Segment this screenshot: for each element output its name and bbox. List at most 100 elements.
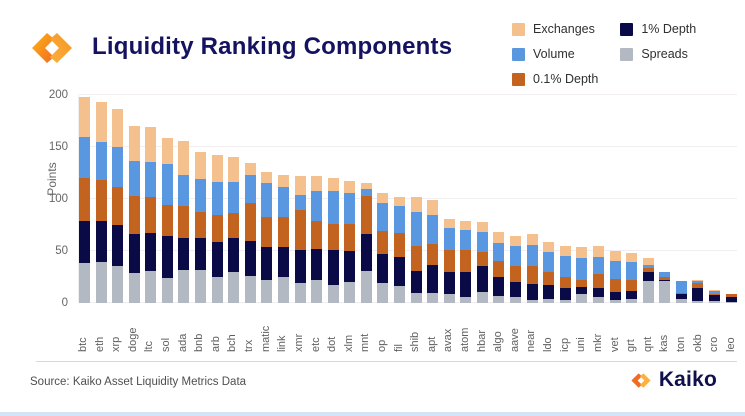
bar-etc <box>311 176 323 303</box>
x-tick-text: hbar <box>475 329 488 352</box>
x-tick-label-fil: fil <box>393 306 405 352</box>
segment-kas-1-depth <box>659 280 671 282</box>
bar-apt <box>427 200 439 303</box>
legend-item-0-1-depth: 0.1% Depth <box>512 71 598 87</box>
x-tick-label-okb: okb <box>692 306 704 352</box>
bar-leo <box>725 293 737 303</box>
segment-ton-0-1-depth <box>675 292 687 294</box>
segment-near-volume <box>526 244 538 266</box>
legend-label: Volume <box>533 47 575 61</box>
segment-near-0-1-depth <box>526 265 538 285</box>
segment-bch-volume <box>228 182 240 213</box>
segment-ada-0-1-depth <box>178 206 190 238</box>
legend-swatch-icon <box>512 47 525 61</box>
chart-legend: Exchanges Volume 0.1% Depth 1% Depth Spreads <box>512 21 696 87</box>
bar-cro <box>708 289 720 303</box>
segment-mnt-volume <box>360 188 372 196</box>
x-tick-label-near: near <box>525 306 537 352</box>
bar-xmr <box>294 176 306 303</box>
segment-xmr-1-depth <box>294 249 306 284</box>
bar-ada <box>178 140 190 303</box>
x-tick-label-ldo: ldo <box>542 306 554 352</box>
segment-qnt-0-1-depth <box>642 267 654 272</box>
segment-icp-exchanges <box>559 245 571 257</box>
x-tick-text: xlm <box>342 334 355 352</box>
segment-algo-exchanges <box>493 232 505 243</box>
segment-etc-exchanges <box>311 176 323 191</box>
segment-sol-0-1-depth <box>161 205 173 237</box>
segment-shib-1-depth <box>410 270 422 293</box>
x-tick-text: xrp <box>110 336 123 352</box>
segment-cro-1-depth <box>708 294 720 301</box>
segment-mnt-0-1-depth <box>360 195 372 235</box>
bar-avax <box>443 218 455 303</box>
segment-cro-volume <box>708 290 720 294</box>
segment-arb-exchanges <box>211 155 223 183</box>
legend-item-exchanges: Exchanges <box>512 21 598 37</box>
segment-grt-volume <box>626 262 638 281</box>
segment-btc-volume <box>79 136 90 179</box>
segment-op-spreads <box>377 283 389 303</box>
segment-link-1-depth <box>277 246 289 277</box>
segment-doge-spreads <box>128 272 140 303</box>
segment-link-0-1-depth <box>277 216 289 247</box>
segment-xlm-volume <box>344 192 356 224</box>
segment-mkr-exchanges <box>592 245 604 258</box>
x-tick-text: mkr <box>591 333 604 352</box>
segment-xrp-1-depth <box>112 225 124 266</box>
segment-ton-spreads <box>675 298 687 303</box>
x-tick-text: eth <box>93 336 106 352</box>
x-tick-label-ton: ton <box>675 306 687 352</box>
segment-near-exchanges <box>526 234 538 245</box>
segment-ton-volume <box>675 281 687 293</box>
x-tick-text: uni <box>575 337 588 352</box>
bar-bnb <box>195 152 207 303</box>
x-tick-label-doge: doge <box>127 306 139 352</box>
segment-link-exchanges <box>277 175 289 187</box>
bar-mkr <box>592 245 604 303</box>
segment-ada-spreads <box>178 269 190 303</box>
x-tick-text: mnt <box>359 333 372 352</box>
legend-label: Spreads <box>641 47 688 61</box>
x-tick-label-link: link <box>276 306 288 352</box>
segment-bnb-1-depth <box>195 237 207 270</box>
x-tick-label-btc: btc <box>77 306 89 352</box>
segment-shib-0-1-depth <box>410 245 422 271</box>
segment-ada-exchanges <box>178 140 190 176</box>
segment-aave-volume <box>510 245 522 266</box>
segment-qnt-spreads <box>642 281 654 303</box>
legend-swatch-icon <box>512 22 525 36</box>
bar-sol <box>161 137 173 303</box>
x-tick-label-apt: apt <box>426 306 438 352</box>
segment-ldo-spreads <box>543 298 555 303</box>
segment-grt-1-depth <box>626 290 638 299</box>
segment-etc-spreads <box>311 280 323 303</box>
segment-fil-spreads <box>393 286 405 303</box>
segment-mnt-spreads <box>360 270 372 303</box>
segment-ldo-exchanges <box>543 241 555 253</box>
segment-hbar-1-depth <box>476 265 488 292</box>
bar-btc <box>79 97 90 303</box>
x-axis-labels: btc eth xrp doge ltc sol ada bnb arb bch trx matic l… <box>77 306 737 352</box>
footer-divider <box>36 361 737 362</box>
segment-vet-volume <box>609 261 621 280</box>
segment-hbar-volume <box>476 232 488 253</box>
segment-leo-spreads <box>725 301 737 303</box>
bar-ldo <box>543 241 555 303</box>
segment-near-1-depth <box>526 284 538 300</box>
segment-link-spreads <box>277 277 289 303</box>
segment-vet-exchanges <box>609 251 621 262</box>
brand-lockup: Kaiko <box>629 368 717 392</box>
segment-mnt-exchanges <box>360 183 372 189</box>
segment-avax-spreads <box>443 293 455 303</box>
kaiko-logo-icon <box>32 33 72 63</box>
segment-okb-0-1-depth <box>692 283 704 289</box>
x-tick-text: icp <box>558 337 571 352</box>
segment-fil-volume <box>393 206 405 234</box>
x-tick-text: grt <box>625 339 638 352</box>
x-tick-label-ltc: ltc <box>143 306 155 352</box>
legend-item-1-depth: 1% Depth <box>620 21 696 37</box>
segment-trx-spreads <box>244 275 256 303</box>
legend-label: 0.1% Depth <box>533 72 599 86</box>
x-tick-text: sol <box>160 337 173 352</box>
